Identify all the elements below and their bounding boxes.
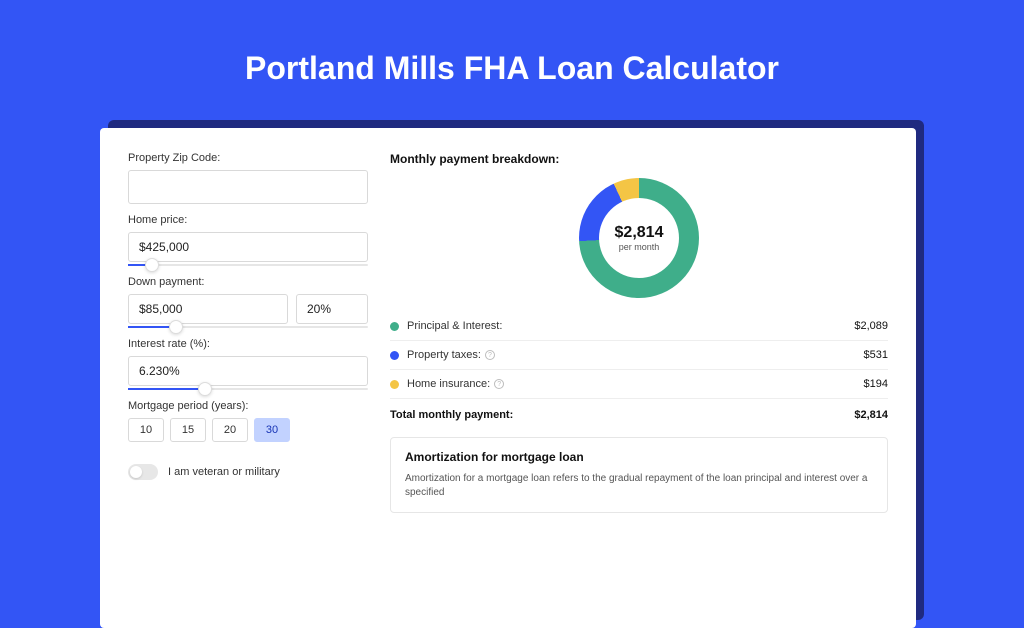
interest-rate-slider[interactable]: [128, 388, 368, 390]
donut-center: $2,814 per month: [599, 198, 679, 278]
dot-principal: [390, 322, 399, 331]
breakdown-column: Monthly payment breakdown: $2,814 per mo…: [390, 152, 888, 604]
interest-rate-input[interactable]: [128, 356, 368, 386]
mortgage-period-options: 10 15 20 30: [128, 418, 368, 442]
info-icon[interactable]: ?: [485, 350, 495, 360]
breakdown-value-principal: $2,089: [854, 320, 888, 332]
donut-chart-area: $2,814 per month: [390, 172, 888, 312]
breakdown-label-taxes: Property taxes:: [407, 349, 481, 361]
period-option-20[interactable]: 20: [212, 418, 248, 442]
breakdown-label-principal: Principal & Interest:: [407, 320, 502, 332]
donut-chart: $2,814 per month: [579, 178, 699, 298]
home-price-input[interactable]: [128, 232, 368, 262]
interest-rate-slider-fill: [128, 388, 205, 390]
veteran-toggle[interactable]: [128, 464, 158, 480]
dot-taxes: [390, 351, 399, 360]
dot-insurance: [390, 380, 399, 389]
down-payment-slider-thumb[interactable]: [169, 320, 183, 334]
donut-amount: $2,814: [615, 224, 664, 242]
calculator-panel: Property Zip Code: Home price: Down paym…: [100, 128, 916, 628]
page-title: Portland Mills FHA Loan Calculator: [0, 0, 1024, 113]
home-price-slider[interactable]: [128, 264, 368, 266]
down-payment-slider[interactable]: [128, 326, 368, 328]
total-row: Total monthly payment: $2,814: [390, 399, 888, 437]
veteran-toggle-label: I am veteran or military: [168, 466, 280, 478]
home-price-slider-thumb[interactable]: [145, 258, 159, 272]
form-column: Property Zip Code: Home price: Down paym…: [128, 152, 368, 604]
veteran-toggle-knob: [130, 466, 142, 478]
period-option-10[interactable]: 10: [128, 418, 164, 442]
period-option-30[interactable]: 30: [254, 418, 290, 442]
zip-label: Property Zip Code:: [128, 152, 368, 164]
zip-input[interactable]: [128, 170, 368, 204]
info-icon[interactable]: ?: [494, 379, 504, 389]
breakdown-row-insurance: Home insurance: ? $194: [390, 370, 888, 399]
down-payment-input[interactable]: [128, 294, 288, 324]
down-payment-label: Down payment:: [128, 276, 368, 288]
mortgage-period-label: Mortgage period (years):: [128, 400, 368, 412]
breakdown-title: Monthly payment breakdown:: [390, 152, 888, 166]
down-payment-percent-input[interactable]: [296, 294, 368, 324]
amortization-title: Amortization for mortgage loan: [405, 450, 873, 464]
interest-rate-label: Interest rate (%):: [128, 338, 368, 350]
interest-rate-slider-thumb[interactable]: [198, 382, 212, 396]
breakdown-value-insurance: $194: [864, 378, 888, 390]
total-label: Total monthly payment:: [390, 409, 854, 421]
breakdown-label-insurance: Home insurance:: [407, 378, 490, 390]
breakdown-row-taxes: Property taxes: ? $531: [390, 341, 888, 370]
donut-sub: per month: [619, 242, 660, 252]
breakdown-value-taxes: $531: [864, 349, 888, 361]
amortization-box: Amortization for mortgage loan Amortizat…: [390, 437, 888, 513]
amortization-text: Amortization for a mortgage loan refers …: [405, 472, 873, 500]
total-value: $2,814: [854, 409, 888, 421]
home-price-label: Home price:: [128, 214, 368, 226]
breakdown-row-principal: Principal & Interest: $2,089: [390, 312, 888, 341]
period-option-15[interactable]: 15: [170, 418, 206, 442]
